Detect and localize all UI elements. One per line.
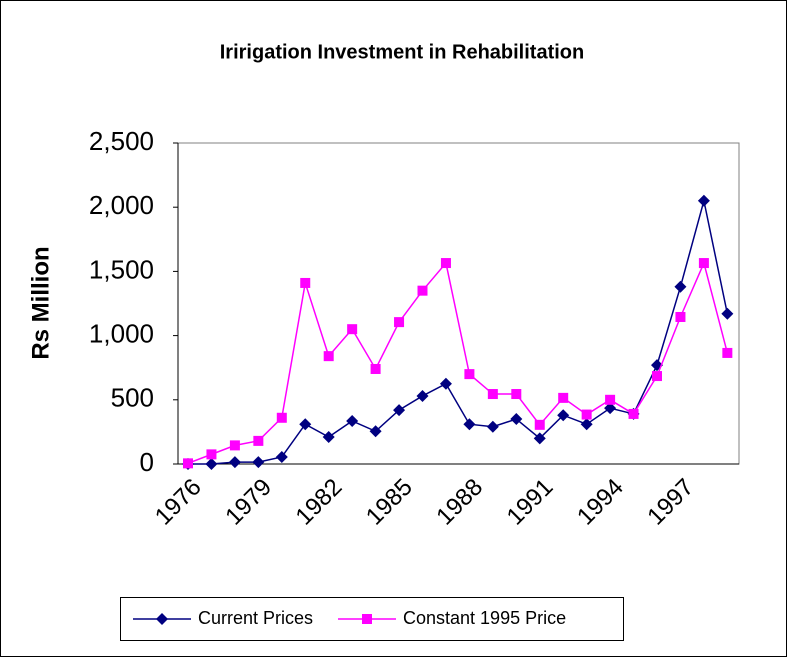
marker	[722, 347, 733, 358]
marker	[370, 363, 381, 374]
marker	[486, 420, 499, 433]
marker	[628, 408, 639, 419]
marker	[558, 392, 569, 403]
marker	[300, 277, 311, 288]
marker	[362, 614, 372, 624]
legend-label: Constant 1995 Price	[403, 608, 566, 628]
y-tick-label: 1,000	[89, 318, 154, 348]
marker	[487, 389, 498, 400]
marker	[394, 317, 405, 328]
y-tick-label: 2,000	[89, 190, 154, 220]
y-axis-label: Rs Million	[27, 246, 54, 359]
marker	[510, 413, 523, 426]
marker	[228, 456, 241, 469]
plot-area	[177, 142, 740, 465]
marker	[580, 418, 593, 431]
marker	[464, 369, 475, 380]
marker	[581, 409, 592, 420]
marker	[183, 458, 193, 469]
marker	[229, 440, 240, 451]
marker	[721, 307, 734, 320]
marker	[463, 418, 476, 431]
marker	[675, 311, 686, 322]
y-tick-label: 2,500	[89, 126, 154, 156]
marker	[697, 194, 710, 207]
marker	[347, 324, 358, 335]
legend-label: Current Prices	[198, 608, 313, 628]
marker	[533, 432, 546, 445]
marker	[417, 285, 428, 296]
marker	[698, 258, 709, 269]
y-tick-label: 0	[140, 447, 154, 477]
marker	[253, 435, 264, 446]
marker	[440, 258, 451, 269]
marker	[346, 414, 359, 427]
marker	[674, 280, 687, 293]
marker	[299, 418, 312, 431]
marker	[205, 458, 218, 470]
marker	[534, 419, 545, 430]
marker	[275, 450, 288, 463]
marker	[511, 389, 522, 400]
marker	[156, 613, 168, 625]
marker	[416, 389, 429, 402]
marker	[206, 449, 217, 460]
marker	[369, 425, 382, 438]
marker	[557, 409, 570, 422]
marker	[439, 377, 452, 390]
marker	[252, 456, 265, 469]
y-tick-label: 1,500	[89, 254, 154, 284]
marker	[393, 404, 406, 417]
marker	[322, 431, 335, 444]
marker	[323, 351, 334, 362]
chart-title: Iririgation Investment in Rehabilitation	[220, 41, 584, 63]
marker	[652, 371, 662, 382]
marker	[276, 412, 287, 423]
y-tick-label: 500	[111, 383, 154, 413]
marker	[605, 394, 616, 405]
marker	[604, 402, 617, 415]
